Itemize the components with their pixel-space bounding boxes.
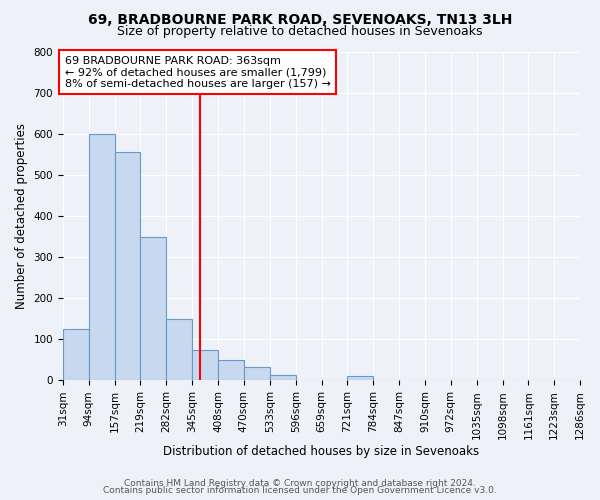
Bar: [218, 360, 244, 380]
Y-axis label: Number of detached properties: Number of detached properties: [15, 123, 28, 309]
Bar: [244, 367, 270, 380]
Text: 69, BRADBOURNE PARK ROAD, SEVENOAKS, TN13 3LH: 69, BRADBOURNE PARK ROAD, SEVENOAKS, TN1…: [88, 12, 512, 26]
Bar: [192, 350, 218, 380]
Text: Contains public sector information licensed under the Open Government Licence v3: Contains public sector information licen…: [103, 486, 497, 495]
Bar: [140, 236, 166, 380]
Bar: [89, 134, 115, 380]
Bar: [166, 319, 192, 380]
Text: Size of property relative to detached houses in Sevenoaks: Size of property relative to detached ho…: [117, 25, 483, 38]
Bar: [347, 376, 373, 380]
Bar: [63, 329, 89, 380]
Text: 69 BRADBOURNE PARK ROAD: 363sqm
← 92% of detached houses are smaller (1,799)
8% : 69 BRADBOURNE PARK ROAD: 363sqm ← 92% of…: [65, 56, 331, 89]
Text: Contains HM Land Registry data © Crown copyright and database right 2024.: Contains HM Land Registry data © Crown c…: [124, 478, 476, 488]
Bar: [270, 375, 296, 380]
Bar: [115, 152, 140, 380]
X-axis label: Distribution of detached houses by size in Sevenoaks: Distribution of detached houses by size …: [163, 444, 479, 458]
